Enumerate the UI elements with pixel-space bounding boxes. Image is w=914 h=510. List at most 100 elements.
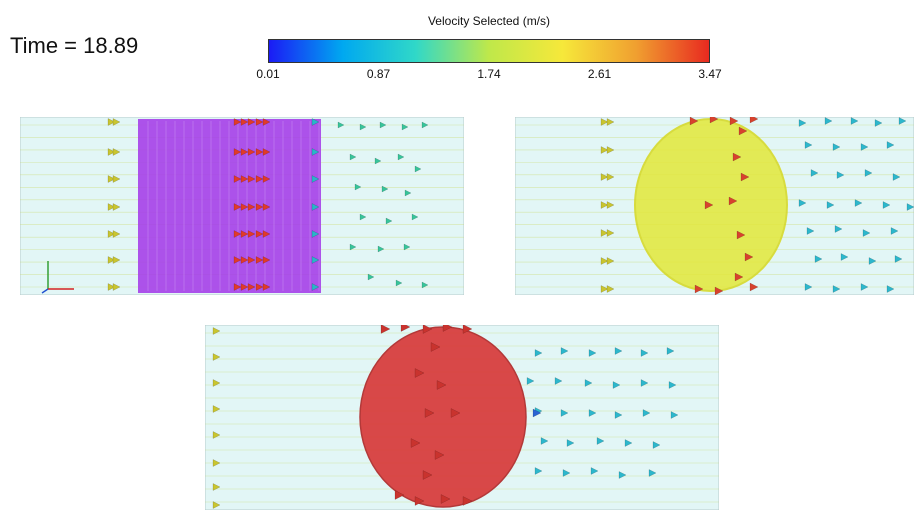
velocity-arrow: [380, 325, 391, 334]
velocity-arrow: [854, 199, 863, 207]
velocity-arrow: [709, 117, 719, 124]
velocity-arrow: [397, 153, 405, 161]
velocity-arrow: [898, 117, 907, 125]
velocity-arrow: [424, 408, 435, 418]
velocity-arrow: [832, 285, 841, 293]
velocity-arrow: [590, 467, 599, 475]
flow-svg-1: [20, 117, 464, 295]
flow-panel-red-circle: [205, 325, 719, 510]
colorbar-tick: 3.47: [698, 67, 722, 81]
colorbar-ticks: 0.01 0.87 1.74 2.61 3.47: [256, 67, 721, 83]
velocity-arrow: [689, 117, 699, 126]
velocity-arrow: [560, 347, 569, 355]
velocity-arrow: [804, 283, 813, 291]
velocity-arrow: [640, 379, 649, 387]
velocity-arrow: [233, 118, 242, 126]
velocity-arrow: [411, 213, 419, 221]
velocity-arrow: [804, 141, 813, 149]
velocity-arrow: [860, 283, 869, 291]
velocity-arrow: [240, 118, 249, 126]
velocity-arrow: [247, 283, 256, 291]
velocity-arrow: [442, 325, 453, 332]
velocity-arrow: [367, 273, 375, 281]
velocity-arrow: [606, 229, 615, 237]
velocity-arrow: [311, 230, 320, 238]
velocity-arrow: [255, 230, 264, 238]
velocity-arrow: [311, 256, 320, 264]
velocity-arrow: [212, 483, 221, 491]
velocity-arrow: [798, 119, 807, 127]
colorbar-tick: 2.61: [587, 67, 612, 81]
velocity-arrow: [868, 257, 877, 265]
colorbar-tick: 1.74: [477, 67, 501, 81]
velocity-arrow: [107, 283, 116, 291]
velocity-arrow: [394, 490, 405, 500]
colorbar-tick: 0.87: [366, 67, 391, 81]
axis-triad: [41, 261, 74, 294]
velocity-arrow: [612, 381, 621, 389]
velocity-arrow: [410, 438, 421, 448]
velocity-arrow: [401, 123, 409, 131]
velocity-arrow: [395, 279, 403, 287]
velocity-arrow: [422, 325, 433, 334]
velocity-arrow: [864, 169, 873, 177]
velocity-arrow: [112, 256, 121, 264]
velocity-arrow: [377, 245, 385, 253]
velocity-arrow: [112, 175, 121, 183]
velocity-arrow: [374, 157, 382, 165]
velocity-arrow: [434, 450, 445, 460]
velocity-arrow: [694, 284, 704, 294]
velocity-arrow: [600, 201, 609, 209]
velocity-arrow: [107, 203, 116, 211]
velocity-arrow: [850, 117, 859, 125]
velocity-arrow: [233, 175, 242, 183]
velocity-arrow: [600, 173, 609, 181]
velocity-arrow: [560, 409, 569, 417]
velocity-arrow: [255, 175, 264, 183]
velocity-arrow: [618, 471, 627, 479]
velocity-arrow: [255, 256, 264, 264]
velocity-arrow: [107, 230, 116, 238]
velocity-arrow: [112, 148, 121, 156]
velocity-arrow: [240, 283, 249, 291]
velocity-arrow: [262, 256, 271, 264]
velocity-arrow: [882, 201, 891, 209]
velocity-arrow: [255, 148, 264, 156]
velocity-arrow: [614, 347, 623, 355]
velocity-arrow: [107, 148, 116, 156]
velocity-arrow: [600, 146, 609, 154]
velocity-arrow: [729, 117, 739, 126]
velocity-arrow: [112, 283, 121, 291]
velocity-arrow: [311, 283, 320, 291]
velocity-arrow: [421, 281, 429, 289]
velocity-arrow: [262, 230, 271, 238]
velocity-arrow: [668, 381, 677, 389]
velocity-arrow: [262, 148, 271, 156]
velocity-arrow: [894, 255, 903, 263]
velocity-arrow: [349, 243, 357, 251]
velocity-arrow: [890, 227, 899, 235]
velocity-arrow: [526, 377, 535, 385]
velocity-arrow: [666, 347, 675, 355]
velocity-arrow: [359, 213, 367, 221]
velocity-arrow: [886, 141, 895, 149]
velocity-arrow: [826, 201, 835, 209]
colorbar-title: Velocity Selected (m/s): [427, 14, 551, 28]
velocity-arrow: [596, 437, 605, 445]
velocity-arrow: [738, 126, 748, 136]
velocity-arrow: [600, 257, 609, 265]
flow-svg-3: [205, 325, 719, 510]
velocity-arrow: [862, 229, 871, 237]
velocity-arrow: [255, 203, 264, 211]
velocity-arrow: [836, 171, 845, 179]
velocity-arrow: [247, 203, 256, 211]
velocity-arrow: [414, 165, 422, 173]
velocity-arrow: [381, 185, 389, 193]
velocity-arrow: [349, 153, 357, 161]
velocity-arrow: [240, 148, 249, 156]
velocity-arrow: [212, 459, 221, 467]
velocity-arrow: [112, 230, 121, 238]
velocity-arrow: [212, 405, 221, 413]
velocity-arrow: [810, 169, 819, 177]
velocity-arrow: [606, 146, 615, 154]
